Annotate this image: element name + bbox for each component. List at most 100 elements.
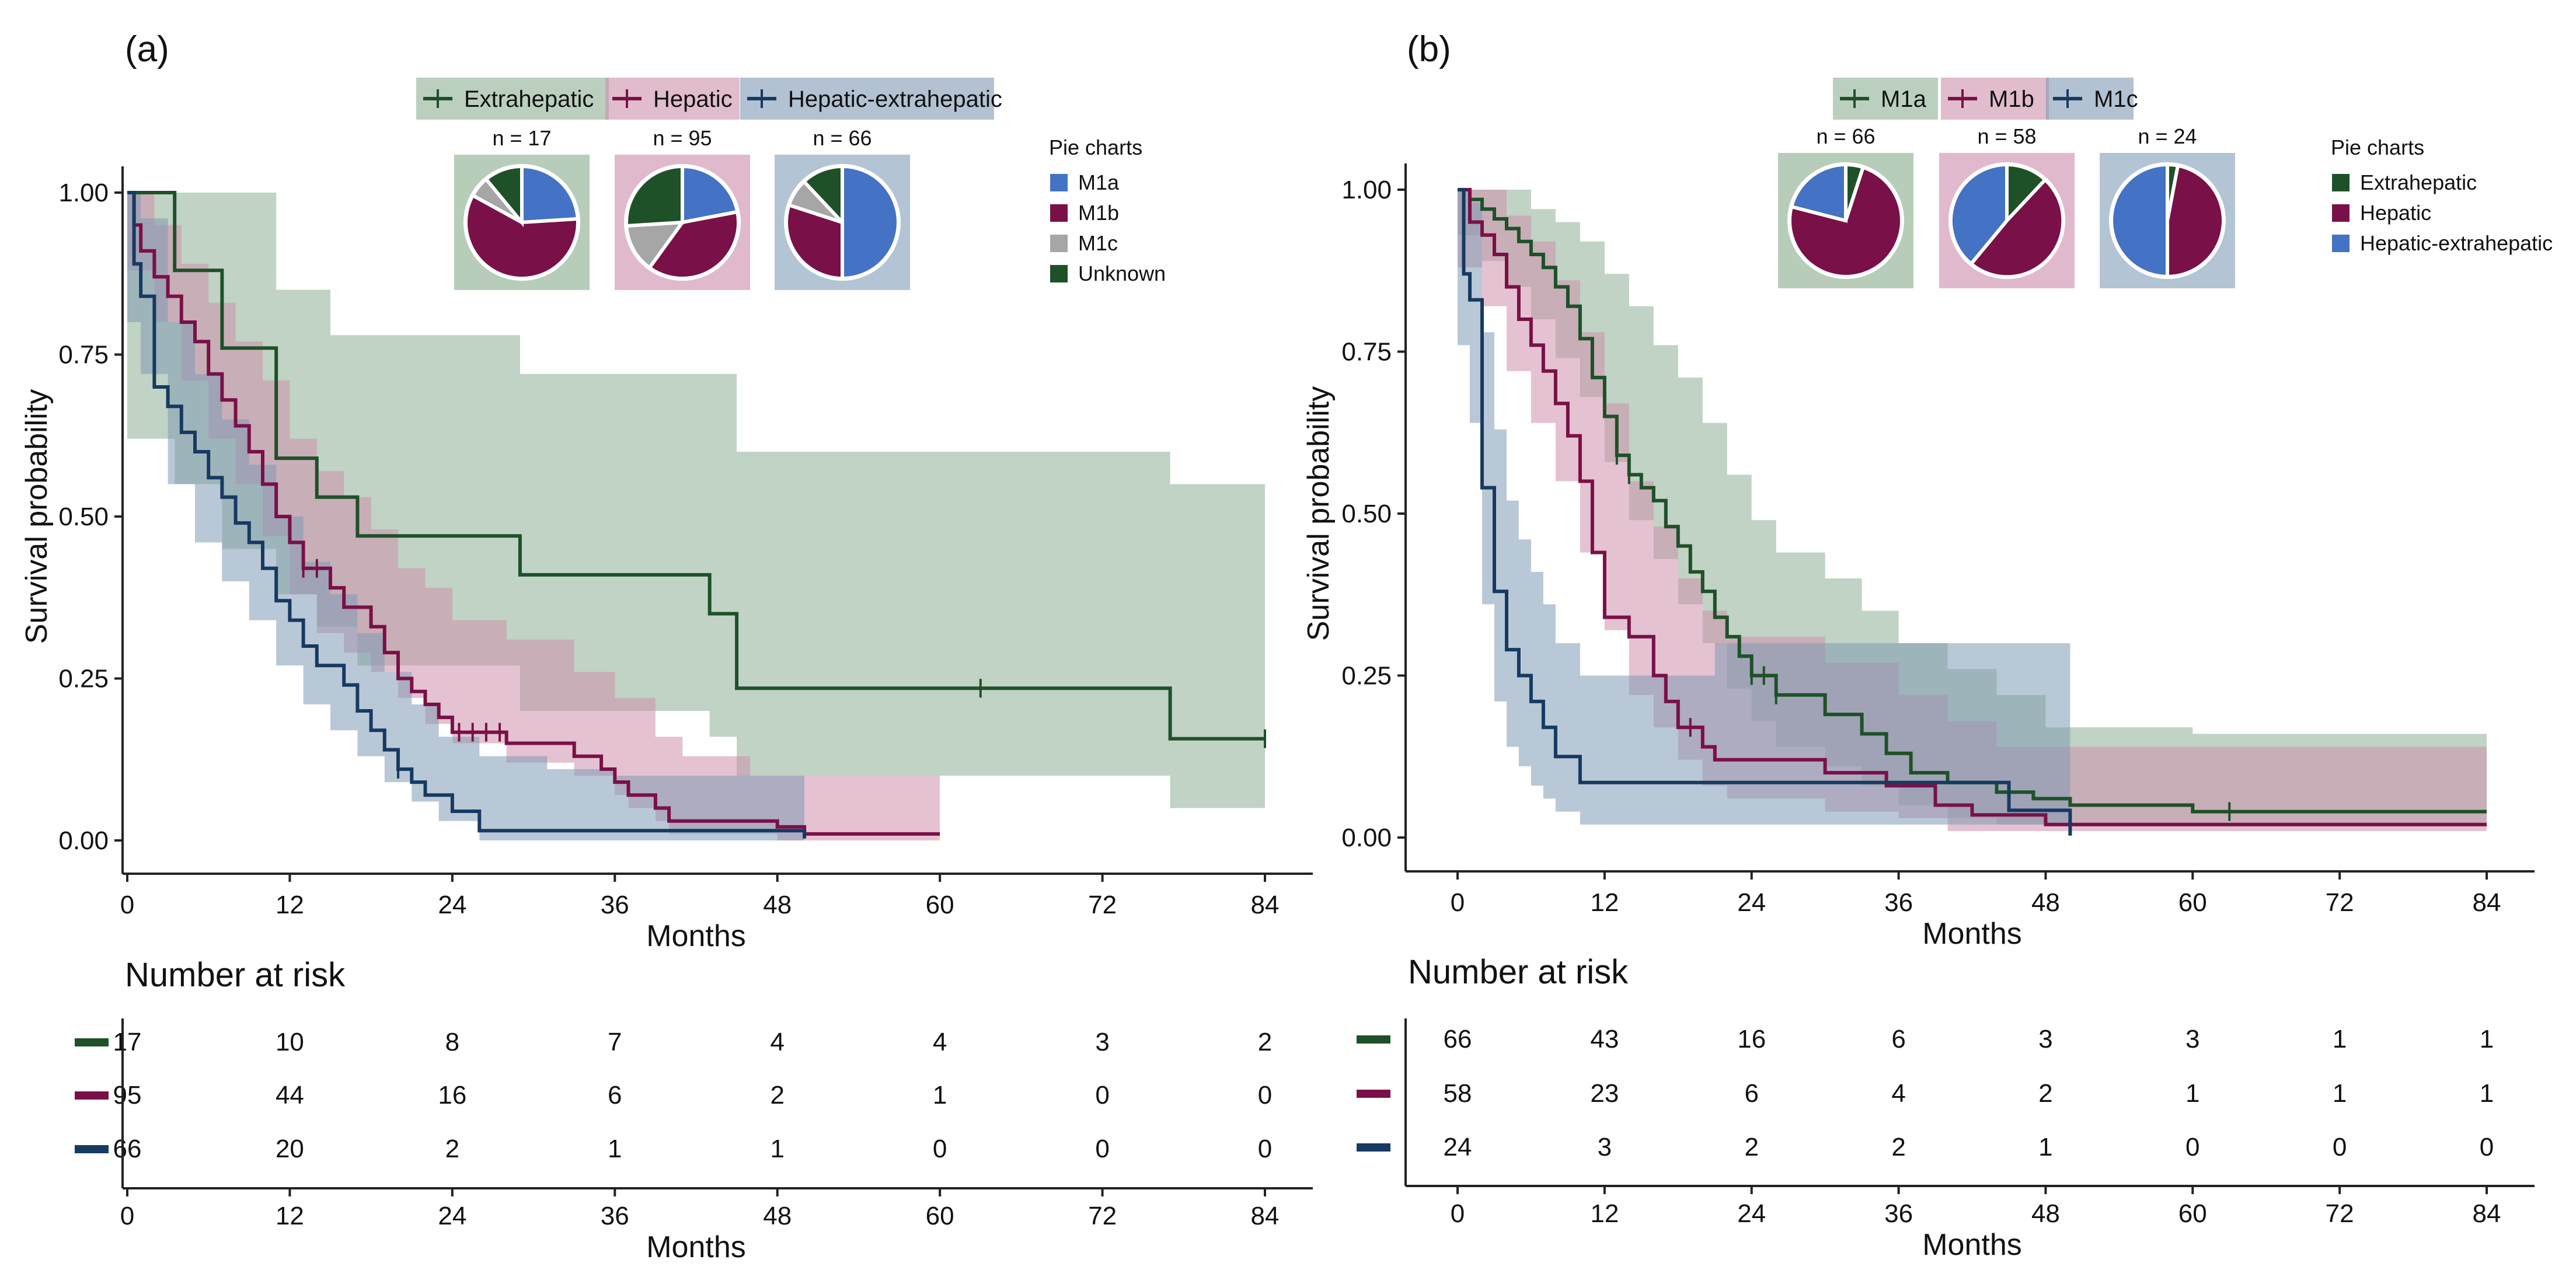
risk-cell: 1	[2480, 1079, 2494, 1108]
survival-curve-hepatic-extrahepatic	[127, 191, 807, 839]
risk-cell: 0	[933, 1135, 947, 1163]
x-tick-label: 36	[601, 891, 629, 919]
risk-x-tick-label: 72	[2326, 1199, 2354, 1228]
risk-x-tick-label: 84	[2473, 1199, 2501, 1228]
pie-slice	[681, 164, 740, 225]
y-axis-label: Survival probability	[20, 389, 54, 644]
y-tick-label: 1.00	[1341, 176, 1392, 204]
risk-cell: 3	[1095, 1028, 1109, 1056]
pie-legend-label: Hepatic-extrahepatic	[2360, 231, 2553, 255]
risk-x-tick-label: 48	[763, 1202, 792, 1230]
pie-legend-label: Unknown	[1078, 261, 1166, 285]
pie-legend-title: Pie charts	[2331, 135, 2424, 159]
x-tick-label: 12	[276, 891, 304, 919]
risk-cell: 2	[1258, 1028, 1272, 1056]
risk-x-tick-label: 84	[1251, 1202, 1280, 1230]
risk-x-tick-label: 12	[276, 1202, 304, 1230]
pie-legend-swatch	[1050, 204, 1068, 222]
x-tick-label: 60	[926, 891, 954, 919]
confidence-band-m1c	[1458, 190, 2070, 838]
x-tick-label: 0	[1451, 888, 1465, 917]
pie-n-label: n = 24	[2138, 124, 2197, 148]
x-tick-label: 12	[1590, 888, 1619, 917]
x-axis-label: Months	[1922, 917, 2022, 951]
risk-cell: 4	[770, 1028, 784, 1056]
risk-cell: 2	[2038, 1079, 2052, 1108]
risk-table-title: Number at risk	[125, 956, 346, 994]
pie-legend-label: M1a	[1078, 170, 1120, 194]
risk-cell: 17	[113, 1028, 142, 1056]
risk-cell: 1	[2038, 1133, 2052, 1161]
risk-cell: 4	[933, 1028, 947, 1056]
risk-cell: 1	[2333, 1025, 2347, 1053]
risk-cell: 16	[1737, 1025, 1766, 1053]
risk-x-axis-label: Months	[1922, 1228, 2022, 1262]
risk-cell: 0	[2480, 1133, 2494, 1161]
pie-slice	[625, 164, 684, 228]
pie-legend-title: Pie charts	[1049, 135, 1142, 159]
y-axis-label: Survival probability	[1302, 386, 1336, 641]
risk-cell: 1	[2185, 1079, 2199, 1108]
pie-n-label: n = 17	[492, 126, 551, 150]
y-tick-label: 0.75	[58, 341, 109, 369]
pie-slice	[1949, 162, 2009, 267]
y-tick-label: 0.25	[58, 665, 109, 693]
panel-label: (b)	[1407, 29, 1451, 69]
pie-legend-swatch	[1050, 235, 1068, 252]
pie-slice	[520, 164, 580, 225]
risk-cell: 0	[1095, 1081, 1109, 1109]
pie-slice	[463, 193, 580, 281]
pie-legend-swatch	[2332, 174, 2350, 191]
legend-label: M1c	[2094, 86, 2138, 112]
risk-x-tick-label: 0	[1451, 1199, 1465, 1228]
risk-cell: 2	[1891, 1133, 1905, 1161]
y-tick-label: 0.00	[58, 826, 109, 855]
pie-slice	[1789, 162, 1848, 223]
legend-label: M1b	[1989, 86, 2034, 112]
risk-cell: 23	[1590, 1079, 1619, 1108]
confidence-band-m1b	[1458, 190, 2487, 831]
risk-cell: 44	[276, 1081, 304, 1109]
pie-slice	[483, 164, 524, 228]
x-tick-label: 84	[2473, 888, 2501, 917]
risk-cell: 1	[2333, 1079, 2347, 1108]
survival-curve-m1b	[1458, 188, 2487, 826]
pie-legend-label: M1c	[1078, 231, 1118, 255]
risk-cell: 43	[1590, 1025, 1619, 1053]
risk-cell: 1	[2480, 1025, 2494, 1053]
risk-cell: 20	[276, 1135, 304, 1163]
pie-n-label: n = 58	[1977, 124, 2036, 148]
risk-x-tick-label: 12	[1590, 1199, 1619, 1228]
risk-cell: 0	[1095, 1135, 1109, 1163]
survival-curve-m1c	[1458, 188, 2072, 836]
pie-slice	[625, 220, 686, 270]
risk-x-tick-label: 24	[438, 1202, 466, 1230]
x-tick-label: 72	[1088, 891, 1117, 919]
risk-cell: 66	[113, 1135, 142, 1163]
risk-cell: 24	[1444, 1133, 1472, 1161]
risk-x-tick-label: 24	[1737, 1199, 1766, 1228]
x-tick-label: 36	[1884, 888, 1913, 917]
x-tick-label: 0	[120, 891, 134, 919]
risk-cell: 3	[2185, 1025, 2199, 1053]
legend-label: Extrahepatic	[464, 86, 594, 112]
survival-curve-hepatic	[127, 191, 940, 836]
risk-x-tick-label: 36	[601, 1202, 629, 1230]
pie-legend-swatch	[2332, 204, 2350, 222]
legend-label: Hepatic-extrahepatic	[788, 86, 1002, 112]
risk-cell: 4	[1891, 1079, 1905, 1108]
risk-cell: 0	[1258, 1135, 1272, 1163]
risk-cell: 3	[1598, 1133, 1612, 1161]
risk-cell: 6	[608, 1081, 622, 1109]
risk-cell: 6	[1891, 1025, 1905, 1053]
pie-n-label: n = 66	[1816, 124, 1875, 148]
risk-cell: 1	[770, 1135, 784, 1163]
pie-legend-label: Hepatic	[2360, 201, 2431, 225]
risk-x-tick-label: 60	[926, 1202, 954, 1230]
pie-slice	[1968, 177, 2065, 279]
y-tick-label: 0.50	[58, 503, 109, 531]
risk-cell: 66	[1444, 1025, 1472, 1053]
survival-curve-m1a	[1458, 188, 2487, 814]
x-axis-label: Months	[646, 919, 746, 953]
